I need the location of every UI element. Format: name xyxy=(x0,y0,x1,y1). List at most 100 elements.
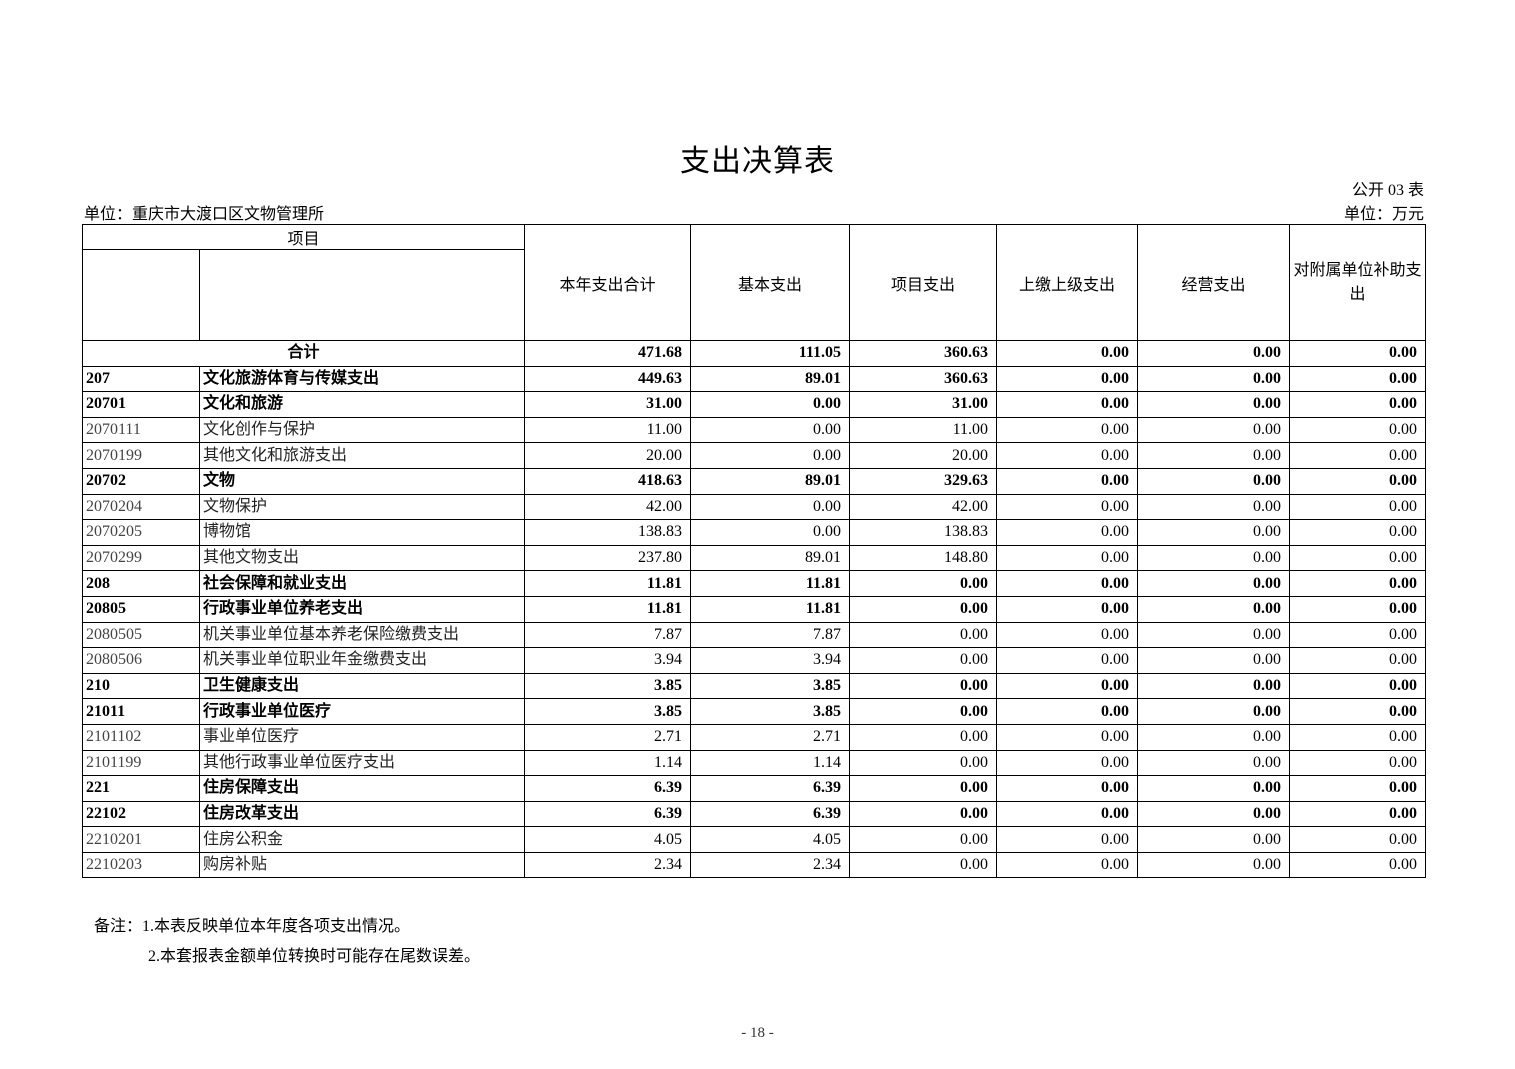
header-subsidiary-subsidy: 对附属单位补助支出 xyxy=(1289,224,1427,341)
row-value: 2.34 xyxy=(690,851,851,879)
row-value: 0.00 xyxy=(1137,672,1291,700)
row-value: 0.00 xyxy=(1289,800,1427,828)
row-value: 0.00 xyxy=(690,493,851,521)
total-value: 0.00 xyxy=(1289,340,1427,367)
row-value: 138.83 xyxy=(524,519,692,546)
row-value: 449.63 xyxy=(524,365,692,393)
row-value: 7.87 xyxy=(524,621,692,649)
row-value: 4.05 xyxy=(690,826,851,853)
row-value: 0.00 xyxy=(1137,493,1291,521)
header-project-expenditure: 项目支出 xyxy=(849,224,998,341)
page-title: 支出决算表 xyxy=(680,145,835,178)
row-value: 0.00 xyxy=(996,698,1139,725)
header-operating-expenditure: 经营支出 xyxy=(1137,224,1291,341)
row-value: 0.00 xyxy=(996,544,1139,572)
header-basic-expenditure: 基本支出 xyxy=(690,224,851,341)
row-value: 329.63 xyxy=(849,467,998,495)
note-2: 2.本套报表金额单位转换时可能存在尾数误差。 xyxy=(148,948,481,965)
table-row: 2210201 住房公积金 4.05 4.05 0.00 0.00 0.00 0.00 xyxy=(82,826,1427,853)
table-row: 22102 住房改革支出 6.39 6.39 0.00 0.00 0.00 0.00 xyxy=(82,800,1427,828)
table-row: 2080506 机关事业单位职业年金缴费支出 3.94 3.94 0.00 0.00 0.0… xyxy=(82,647,1427,674)
row-value: 0.00 xyxy=(849,851,998,879)
row-code: 2101102 xyxy=(82,723,200,751)
row-value: 4.05 xyxy=(524,826,692,853)
row-code: 208 xyxy=(82,570,200,597)
header-blank-code xyxy=(82,249,200,341)
row-value: 148.80 xyxy=(849,544,998,572)
table-row: 2080505 机关事业单位基本养老保险缴费支出 7.87 7.87 0.00 0.00 0… xyxy=(82,621,1427,649)
row-code: 20702 xyxy=(82,467,200,495)
table-row: 2101102 事业单位医疗 2.71 2.71 0.00 0.00 0.00 0.00 xyxy=(82,723,1427,751)
row-value: 0.00 xyxy=(849,800,998,828)
row-value: 138.83 xyxy=(849,519,998,546)
row-code: 21011 xyxy=(82,698,200,725)
row-value: 0.00 xyxy=(849,570,998,597)
table-row: 21011 行政事业单位医疗 3.85 3.85 0.00 0.00 0.00 0.00 xyxy=(82,698,1427,725)
row-value: 0.00 xyxy=(996,570,1139,597)
row-value: 3.94 xyxy=(524,647,692,674)
header-remit-superior: 上缴上级支出 xyxy=(996,224,1139,341)
row-value: 0.00 xyxy=(1137,365,1291,393)
row-value: 6.39 xyxy=(524,775,692,802)
row-name: 文化和旅游 xyxy=(198,391,526,418)
row-value: 0.00 xyxy=(996,621,1139,649)
row-name: 事业单位医疗 xyxy=(198,723,526,751)
row-value: 11.81 xyxy=(524,595,692,623)
row-value: 89.01 xyxy=(690,544,851,572)
row-value: 418.63 xyxy=(524,467,692,495)
row-name: 购房补贴 xyxy=(198,851,526,879)
row-name: 住房改革支出 xyxy=(198,800,526,828)
row-code: 20701 xyxy=(82,391,200,418)
row-value: 89.01 xyxy=(690,365,851,393)
row-value: 2.71 xyxy=(524,723,692,751)
row-value: 0.00 xyxy=(1289,621,1427,649)
row-value: 3.85 xyxy=(524,698,692,725)
row-code: 2080505 xyxy=(82,621,200,649)
row-value: 0.00 xyxy=(1137,595,1291,623)
row-name: 机关事业单位职业年金缴费支出 xyxy=(198,647,526,674)
row-value: 237.80 xyxy=(524,544,692,572)
row-value: 0.00 xyxy=(1137,698,1291,725)
row-value: 0.00 xyxy=(849,826,998,853)
table-row: 2101199 其他行政事业单位医疗支出 1.14 1.14 0.00 0.00 0.00 0… xyxy=(82,749,1427,777)
row-value: 0.00 xyxy=(1137,621,1291,649)
row-value: 0.00 xyxy=(849,698,998,725)
table-row: 20701 文化和旅游 31.00 0.00 31.00 0.00 0.00 0.00 xyxy=(82,391,1427,418)
row-value: 360.63 xyxy=(849,365,998,393)
row-value: 0.00 xyxy=(849,749,998,777)
row-code: 2210201 xyxy=(82,826,200,853)
row-code: 207 xyxy=(82,365,200,393)
row-code: 2070199 xyxy=(82,442,200,469)
row-name: 住房保障支出 xyxy=(198,775,526,802)
page-number: - 18 - xyxy=(741,1025,774,1041)
row-value: 2.34 xyxy=(524,851,692,879)
row-name: 文物 xyxy=(198,467,526,495)
row-value: 3.85 xyxy=(690,672,851,700)
row-value: 0.00 xyxy=(1289,595,1427,623)
row-value: 11.00 xyxy=(849,416,998,444)
row-value: 0.00 xyxy=(996,416,1139,444)
row-value: 0.00 xyxy=(1289,775,1427,802)
row-value: 20.00 xyxy=(524,442,692,469)
row-value: 0.00 xyxy=(996,519,1139,546)
row-name: 机关事业单位基本养老保险缴费支出 xyxy=(198,621,526,649)
row-code: 2070205 xyxy=(82,519,200,546)
row-value: 0.00 xyxy=(996,647,1139,674)
total-value: 0.00 xyxy=(1137,340,1291,367)
row-code: 2070299 xyxy=(82,544,200,572)
row-value: 0.00 xyxy=(1137,647,1291,674)
row-value: 0.00 xyxy=(1137,749,1291,777)
row-value: 0.00 xyxy=(996,493,1139,521)
table-row: 2070199 其他文化和旅游支出 20.00 0.00 20.00 0.00 0.00 0.… xyxy=(82,442,1427,469)
row-value: 0.00 xyxy=(996,672,1139,700)
money-unit: 单位：万元 xyxy=(1343,206,1424,223)
row-name: 行政事业单位养老支出 xyxy=(198,595,526,623)
row-value: 0.00 xyxy=(1289,698,1427,725)
row-value: 0.00 xyxy=(996,391,1139,418)
row-value: 0.00 xyxy=(1137,442,1291,469)
row-value: 0.00 xyxy=(1289,391,1427,418)
row-code: 210 xyxy=(82,672,200,700)
row-value: 0.00 xyxy=(1289,826,1427,853)
row-value: 0.00 xyxy=(996,749,1139,777)
row-value: 42.00 xyxy=(849,493,998,521)
